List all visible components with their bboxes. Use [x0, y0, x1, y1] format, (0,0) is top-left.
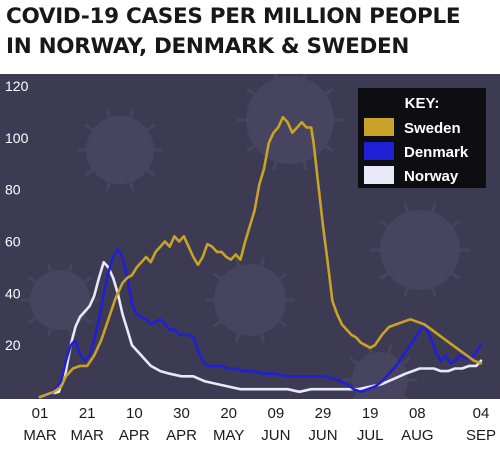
x-tick-month-label: APR — [119, 427, 150, 444]
legend-swatch — [364, 118, 394, 136]
x-tick-day-label: 09 — [267, 405, 284, 422]
line-chart: 20 40 60 80 100 120 01 MAR 21 MAR 10 APR 30 APR 20 MAY… — [0, 74, 500, 456]
x-tick-day-label: 04 — [473, 405, 490, 422]
x-tick-month-label: MAR — [70, 427, 104, 444]
series-line-norway — [38, 260, 483, 399]
y-tick-label: 20 — [5, 337, 21, 353]
series-lines — [38, 115, 483, 399]
y-tick-label: 60 — [5, 234, 21, 250]
y-tick-label: 100 — [5, 130, 29, 146]
title-band: COVID-19 CASES PER MILLION PEOPLE IN NOR… — [0, 0, 500, 73]
virus-shape — [21, 262, 99, 338]
legend-label: Norway — [404, 168, 459, 185]
legend-swatch — [364, 142, 394, 160]
x-tick-month-label: JUN — [308, 427, 337, 444]
chart-title-line-2: IN NORWAY, DENMARK & SWEDEN — [6, 34, 410, 59]
x-tick-month-label: JUL — [357, 427, 384, 444]
x-tick-month-label: MAY — [213, 427, 244, 444]
x-tick-day-label: 08 — [409, 405, 426, 422]
y-tick-label: 80 — [5, 182, 21, 198]
x-tick-month-label: APR — [166, 427, 197, 444]
x-tick-day-label: 19 — [362, 405, 379, 422]
legend-label: Sweden — [404, 120, 461, 137]
virus-shape — [205, 256, 295, 344]
x-tick-day-label: 21 — [79, 405, 96, 422]
x-axis: 01 MAR 21 MAR 10 APR 30 APR 20 MAY 09 JUN 29 JUN 19 JUL… — [23, 405, 496, 444]
legend-swatch — [364, 166, 394, 184]
virus-shape — [371, 202, 469, 298]
plot-area: 20 40 60 80 100 120 01 MAR 21 MAR 10 APR 30 APR 20 MAY… — [0, 74, 500, 456]
x-tick-month-label: SEP — [466, 427, 496, 444]
x-tick-month-label: JUN — [261, 427, 290, 444]
x-tick-day-label: 20 — [220, 405, 237, 422]
virus-shape — [77, 108, 163, 192]
y-axis: 20 40 60 80 100 120 — [5, 78, 29, 353]
legend-title: KEY: — [405, 95, 440, 112]
virus-background-decoration — [21, 74, 469, 416]
legend-label: Denmark — [404, 144, 469, 161]
series-line-sweden — [38, 115, 483, 399]
x-tick-month-label: AUG — [401, 427, 434, 444]
x-tick-day-label: 29 — [315, 405, 332, 422]
chart-title-line-1: COVID-19 CASES PER MILLION PEOPLE — [6, 4, 461, 29]
legend: KEY: Sweden Denmark Norway — [358, 88, 486, 188]
x-tick-day-label: 01 — [32, 405, 49, 422]
series-line-denmark — [38, 248, 483, 399]
y-tick-label: 120 — [5, 78, 29, 94]
x-tick-month-label: MAR — [23, 427, 57, 444]
x-axis-band — [0, 399, 500, 456]
y-tick-label: 40 — [5, 285, 21, 301]
x-tick-day-label: 30 — [173, 405, 190, 422]
x-tick-day-label: 10 — [126, 405, 143, 422]
